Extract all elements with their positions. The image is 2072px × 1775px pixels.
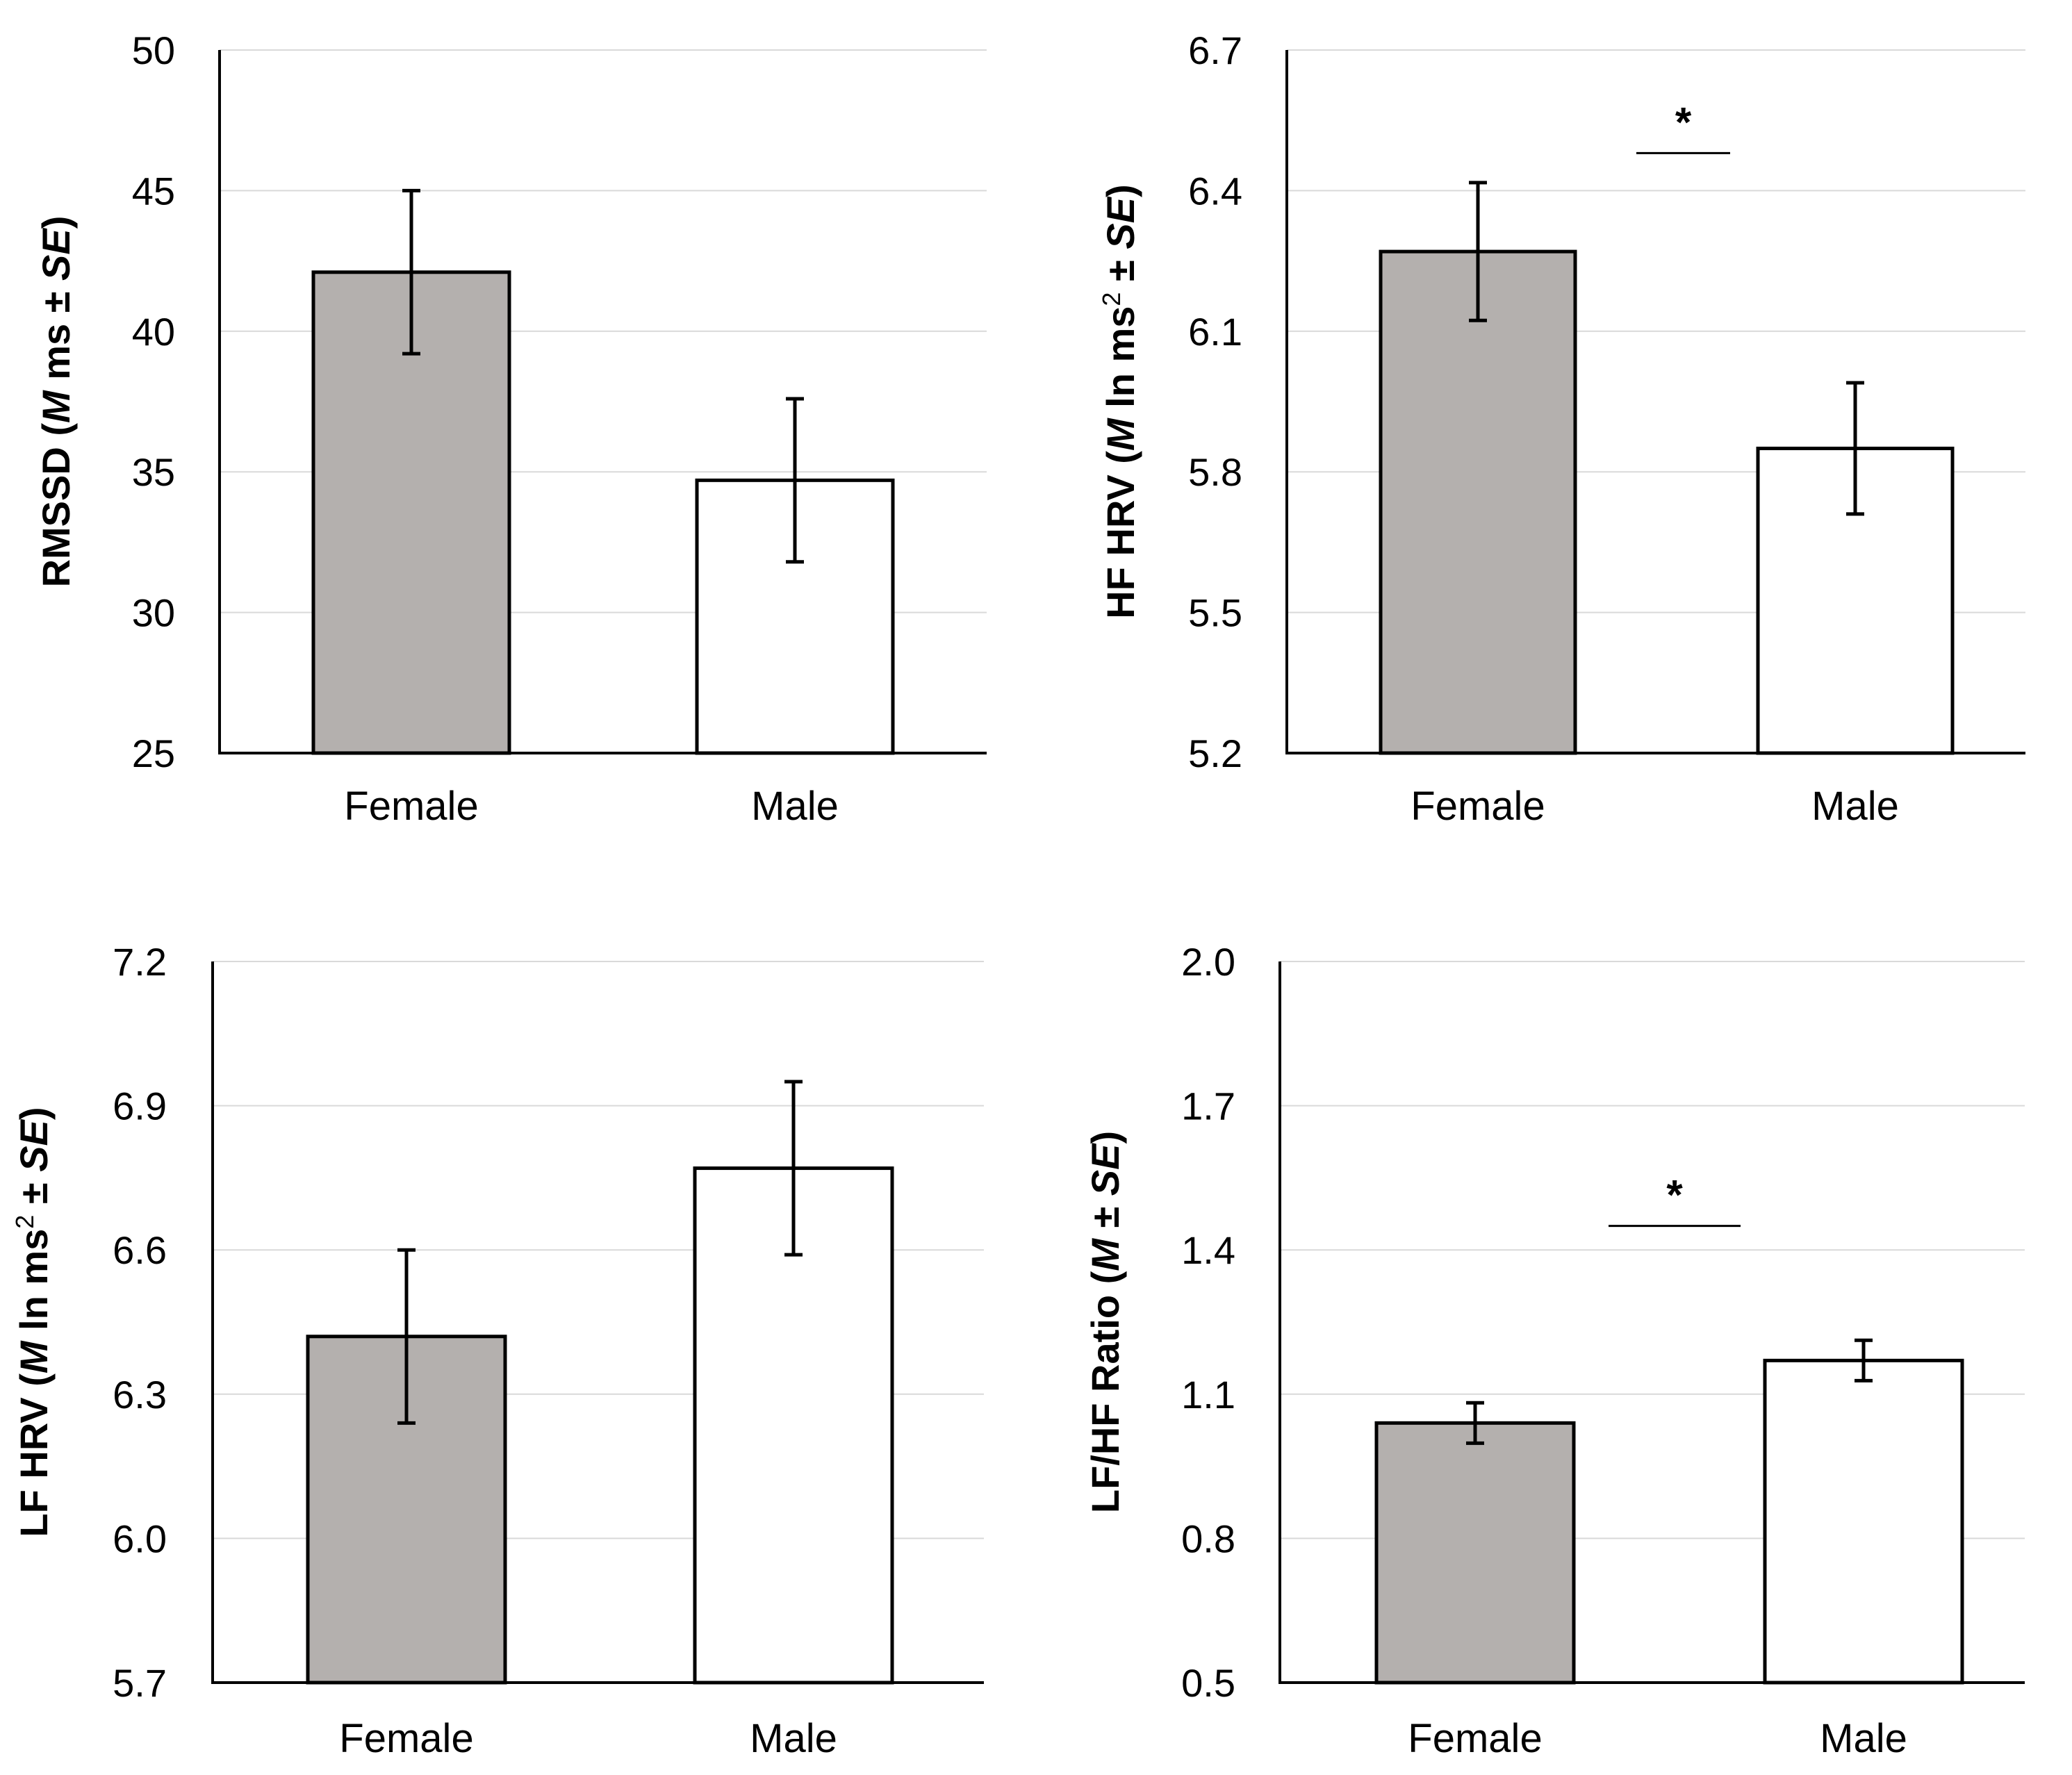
- error-bar-female: [1466, 1401, 1484, 1445]
- error-bar-male: [1855, 1338, 1873, 1382]
- y-axis-label-space: [34, 313, 78, 324]
- y-axis-label: LF HRV (M ln ms2 ± SE): [10, 1107, 56, 1537]
- panel-bottom-right: 0.5 0.8 1.1 1.4 1.7 2.0 Female Male * LF/HF Ratio…: [1083, 940, 2025, 1761]
- category-label-female: Female: [344, 784, 478, 829]
- category-label-female: Female: [1408, 1716, 1542, 1761]
- y-axis-label-mean: M: [1083, 1238, 1127, 1271]
- significance-marker: *: [1636, 99, 1730, 154]
- y-tick-label: 5.8: [1188, 450, 1242, 494]
- y-axis-label-mean: M: [1099, 418, 1142, 451]
- y-tick-label: 7.2: [113, 940, 167, 984]
- y-axis-label-se: SE: [1099, 196, 1142, 249]
- y-tick-label: 6.9: [113, 1084, 167, 1128]
- bar-female: [1379, 249, 1577, 755]
- y-tick-label: 1.1: [1181, 1373, 1235, 1417]
- category-label-female: Female: [1411, 784, 1545, 829]
- y-axis-label-unit: ln ms: [1099, 306, 1142, 419]
- y-tick-label: 6.3: [113, 1373, 167, 1417]
- y-axis-label-space: [1099, 249, 1142, 261]
- panel-top-left: 25 30 35 40 45 50 Female Male RMSSD (M ms ± SE): [34, 28, 987, 829]
- y-axis-label-space: [1099, 281, 1142, 292]
- y-axis-label-plus-minus: ±: [1083, 1207, 1127, 1228]
- y-axis-label-space: [34, 281, 78, 292]
- y-tick-label: 50: [132, 28, 175, 72]
- category-label-male: Male: [750, 1716, 837, 1761]
- y-tick-label: 6.1: [1188, 310, 1242, 354]
- error-bar-male: [786, 397, 804, 564]
- y-tick-label: 1.4: [1181, 1228, 1235, 1272]
- y-tick-label: 40: [132, 310, 175, 354]
- y-axis-label-suffix: ): [1099, 184, 1142, 197]
- y-axis-label-plus-minus: ±: [12, 1182, 56, 1204]
- y-axis-label-se: SE: [1083, 1143, 1127, 1196]
- y-tick-label: 2.0: [1181, 940, 1235, 984]
- category-label-male: Male: [1820, 1716, 1907, 1761]
- y-axis-label-suffix: ): [12, 1107, 56, 1120]
- bar-male: [1763, 1358, 1964, 1685]
- y-axis-label-prefix: HF HRV (: [1099, 451, 1142, 619]
- y-tick-label: 25: [132, 732, 175, 775]
- y-tick-label: 0.8: [1181, 1517, 1235, 1560]
- y-axis-label-prefix: LF HRV (: [12, 1373, 56, 1537]
- y-axis-label-mean: M: [34, 390, 78, 423]
- y-axis-label-space: [12, 1204, 56, 1215]
- error-bar-female: [402, 188, 420, 356]
- panel-top-right: 5.2 5.5 5.8 6.1 6.4 6.7 Female Male * HF HRV (M l…: [1097, 28, 2025, 829]
- y-axis-label-mean: M: [12, 1340, 56, 1373]
- category-label-female: Female: [339, 1716, 473, 1761]
- y-axis-label: LF/HF Ratio (M ± SE): [1083, 1131, 1127, 1513]
- y-axis-label-space: [12, 1172, 56, 1183]
- y-tick-label: 6.4: [1188, 169, 1242, 213]
- y-tick-label: 5.2: [1188, 732, 1242, 775]
- y-axis-label-se: SE: [12, 1118, 56, 1171]
- y-tick-label: 5.7: [113, 1661, 167, 1705]
- y-axis-label: RMSSD (M ms ± SE): [34, 216, 78, 588]
- y-tick-label: 35: [132, 450, 175, 494]
- error-bar-male: [1846, 381, 1864, 516]
- error-bar-male: [784, 1080, 803, 1257]
- y-tick-label: 45: [132, 169, 175, 213]
- y-axis-label-superscript: 2: [1097, 292, 1126, 306]
- y-axis-label-suffix: ): [1083, 1131, 1127, 1144]
- y-axis-label-plus-minus: ±: [34, 292, 78, 313]
- significance-star: *: [1675, 99, 1692, 145]
- significance-star: *: [1666, 1172, 1683, 1219]
- y-tick-label: 6.0: [113, 1517, 167, 1560]
- y-axis-label-space: [1083, 1196, 1127, 1207]
- category-label-male: Male: [1811, 784, 1899, 829]
- y-axis-label-prefix: LF/HF Ratio (: [1083, 1271, 1127, 1513]
- bar-female: [1374, 1421, 1576, 1685]
- y-axis-label-prefix: RMSSD (: [34, 423, 78, 588]
- y-tick-label: 0.5: [1181, 1661, 1235, 1705]
- y-tick-label: 6.7: [1188, 28, 1242, 72]
- error-bar-female: [397, 1248, 416, 1425]
- y-tick-label: 6.6: [113, 1228, 167, 1272]
- y-axis-label-suffix: ): [34, 216, 78, 229]
- y-axis-label-plus-minus: ±: [1099, 260, 1142, 281]
- panel-bottom-left: 5.7 6.0 6.3 6.6 6.9 7.2 Female Male LF HRV (M ln…: [10, 940, 984, 1761]
- error-bar-female: [1469, 181, 1487, 322]
- y-axis-label-space: [1083, 1228, 1127, 1239]
- y-tick-label: 5.5: [1188, 591, 1242, 635]
- y-tick-label: 30: [132, 591, 175, 635]
- y-axis-label-unit: ms: [34, 324, 78, 391]
- y-tick-label: 1.7: [1181, 1084, 1235, 1128]
- y-axis-label: HF HRV (M ln ms2 ± SE): [1097, 184, 1143, 618]
- y-axis-label-se: SE: [34, 228, 78, 281]
- significance-marker: *: [1609, 1172, 1741, 1228]
- category-label-male: Male: [751, 784, 839, 829]
- y-axis-label-unit: ln ms: [12, 1229, 56, 1341]
- y-axis-label-superscript: 2: [10, 1215, 39, 1229]
